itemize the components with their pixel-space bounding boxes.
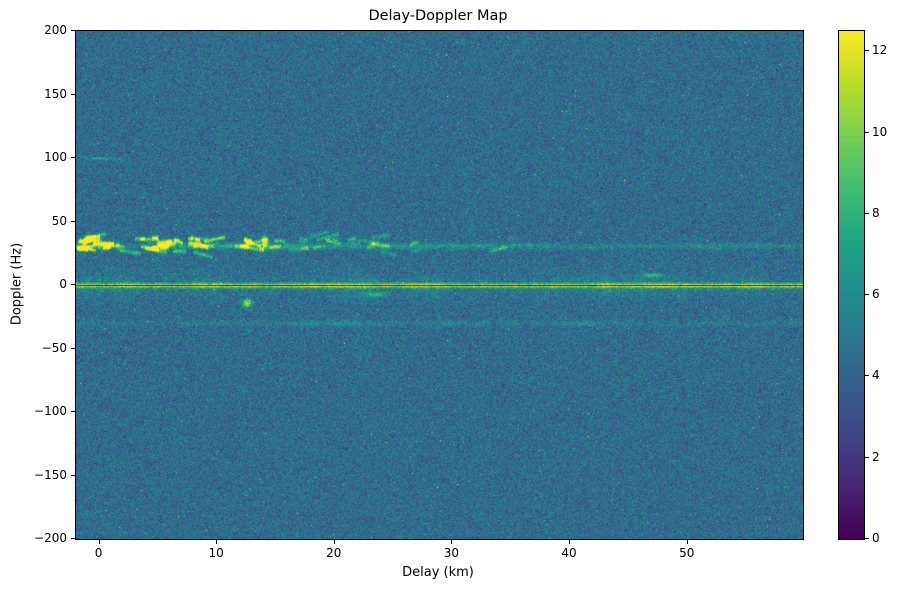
x-tick-mark	[333, 540, 335, 544]
colorbar-canvas	[839, 31, 864, 539]
heatmap-canvas	[76, 31, 803, 539]
colorbar-tick-label: 4	[872, 368, 880, 383]
x-tick-label: 40	[561, 546, 577, 560]
x-tick-label: 10	[208, 546, 224, 560]
y-tick-label: 150	[44, 86, 67, 101]
y-tick-label: 50	[51, 213, 67, 228]
y-tick-label: 100	[44, 150, 67, 164]
y-tick-mark	[71, 157, 75, 158]
colorbar-tick-label: 12	[872, 43, 888, 58]
colorbar-tick-mark	[865, 375, 869, 377]
colorbar-tick-label: 8	[872, 205, 880, 220]
colorbar-tick-label: 6	[872, 287, 880, 302]
colorbar-tick-label: 10	[872, 124, 888, 139]
y-tick-label: −50	[41, 340, 67, 355]
y-tick-label: −100	[34, 404, 67, 418]
plot-area	[75, 30, 804, 540]
x-tick-mark	[686, 540, 688, 544]
colorbar-tick-mark	[865, 212, 869, 214]
x-tick-label: 30	[443, 546, 460, 560]
x-tick-mark	[98, 540, 100, 544]
y-tick-mark	[71, 474, 75, 476]
y-tick-mark	[71, 347, 75, 349]
y-tick-mark	[71, 284, 75, 285]
x-axis-label: Delay (km)	[402, 565, 474, 580]
x-tick-label: 50	[679, 546, 695, 560]
y-tick-label: 0	[59, 277, 67, 291]
x-tick-mark	[451, 540, 453, 544]
y-tick-label: −150	[34, 467, 67, 482]
y-tick-label: −200	[34, 531, 67, 545]
colorbar-tick-mark	[865, 456, 869, 458]
colorbar-tick-mark	[865, 538, 869, 539]
y-tick-mark	[71, 220, 75, 222]
colorbar-tick-mark	[865, 50, 869, 52]
y-tick-label: 200	[44, 23, 67, 37]
colorbar-tick-label: 2	[872, 449, 880, 464]
colorbar-tick-mark	[865, 131, 869, 133]
colorbar-tick-mark	[865, 294, 869, 296]
x-tick-label: 0	[94, 546, 103, 560]
x-tick-label: 20	[326, 546, 342, 560]
y-tick-mark	[71, 411, 75, 412]
y-tick-mark	[71, 93, 75, 95]
x-tick-mark	[216, 540, 218, 544]
y-tick-mark	[71, 30, 75, 31]
x-tick-mark	[569, 540, 571, 544]
colorbar	[838, 30, 865, 540]
chart-title: Delay-Doppler Map	[368, 8, 508, 24]
colorbar-tick-label: 0	[872, 531, 880, 545]
y-tick-mark	[71, 538, 75, 539]
y-axis-label: Doppler (Hz)	[9, 242, 25, 326]
